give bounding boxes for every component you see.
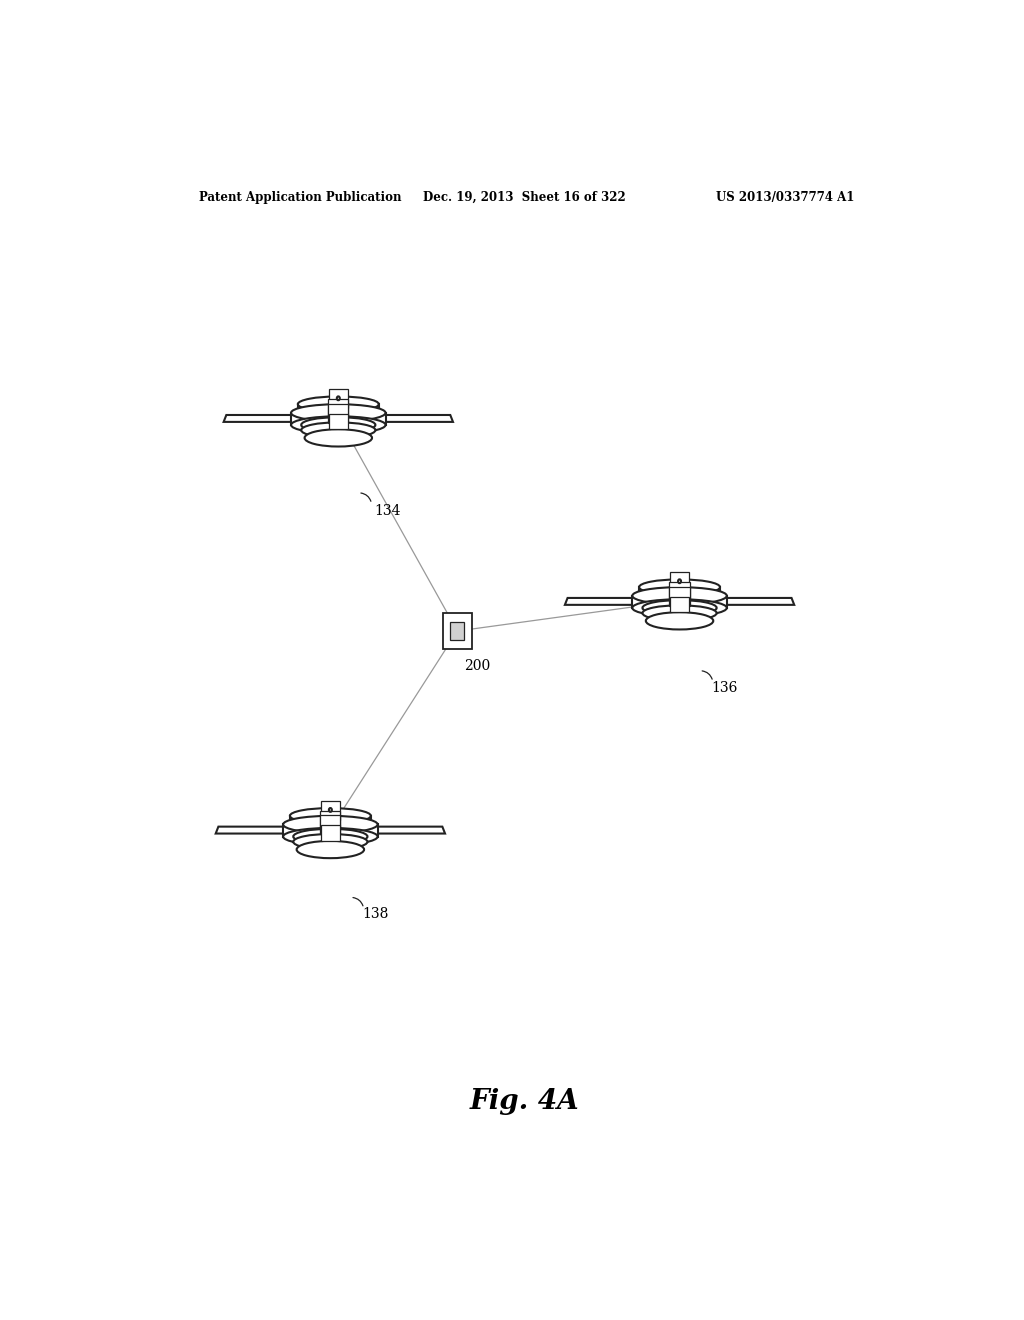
Bar xyxy=(321,816,341,834)
Ellipse shape xyxy=(291,404,385,421)
Ellipse shape xyxy=(298,396,379,412)
Bar xyxy=(321,825,340,841)
Ellipse shape xyxy=(642,601,717,615)
Bar xyxy=(329,413,348,429)
Text: 138: 138 xyxy=(362,907,388,921)
Bar xyxy=(670,586,690,606)
Text: Fig. 4A: Fig. 4A xyxy=(470,1088,580,1115)
Ellipse shape xyxy=(633,587,727,605)
Ellipse shape xyxy=(337,396,340,400)
Bar xyxy=(670,597,689,612)
Bar xyxy=(328,399,348,418)
Bar xyxy=(329,389,348,408)
Ellipse shape xyxy=(639,579,720,595)
Ellipse shape xyxy=(290,808,371,824)
Ellipse shape xyxy=(639,587,720,603)
Text: 134: 134 xyxy=(374,504,400,517)
Polygon shape xyxy=(633,595,727,609)
Ellipse shape xyxy=(291,416,385,433)
Ellipse shape xyxy=(284,816,378,833)
Polygon shape xyxy=(284,825,378,837)
Bar xyxy=(328,404,348,422)
Polygon shape xyxy=(297,842,365,850)
Polygon shape xyxy=(291,413,385,425)
Bar xyxy=(443,612,472,649)
Ellipse shape xyxy=(284,828,378,845)
Polygon shape xyxy=(293,837,368,842)
Polygon shape xyxy=(727,598,795,605)
Text: US 2013/0337774 A1: US 2013/0337774 A1 xyxy=(716,190,854,203)
Ellipse shape xyxy=(329,808,332,812)
Polygon shape xyxy=(378,826,445,833)
Bar xyxy=(321,810,341,830)
Bar xyxy=(670,573,689,591)
Ellipse shape xyxy=(290,817,371,832)
Polygon shape xyxy=(385,414,453,422)
Polygon shape xyxy=(223,414,291,422)
Ellipse shape xyxy=(642,606,717,620)
Text: 136: 136 xyxy=(712,681,737,694)
Polygon shape xyxy=(646,612,714,620)
Polygon shape xyxy=(290,816,371,825)
Polygon shape xyxy=(301,425,376,430)
Ellipse shape xyxy=(293,829,368,845)
Polygon shape xyxy=(565,598,633,605)
Ellipse shape xyxy=(298,405,379,421)
Text: Patent Application Publication: Patent Application Publication xyxy=(200,190,402,203)
Ellipse shape xyxy=(293,834,368,850)
Text: Dec. 19, 2013  Sheet 16 of 322: Dec. 19, 2013 Sheet 16 of 322 xyxy=(424,190,626,203)
Ellipse shape xyxy=(301,417,376,433)
Ellipse shape xyxy=(304,429,372,446)
Bar xyxy=(321,801,340,820)
Polygon shape xyxy=(639,587,720,595)
Ellipse shape xyxy=(297,841,365,858)
Polygon shape xyxy=(216,826,284,833)
Polygon shape xyxy=(298,404,379,413)
Polygon shape xyxy=(304,430,372,438)
Bar xyxy=(670,582,690,601)
Ellipse shape xyxy=(633,599,727,616)
Ellipse shape xyxy=(301,422,376,438)
Ellipse shape xyxy=(678,579,681,583)
Polygon shape xyxy=(642,609,717,612)
Text: 200: 200 xyxy=(464,660,489,673)
Ellipse shape xyxy=(646,612,714,630)
Bar xyxy=(451,622,465,640)
